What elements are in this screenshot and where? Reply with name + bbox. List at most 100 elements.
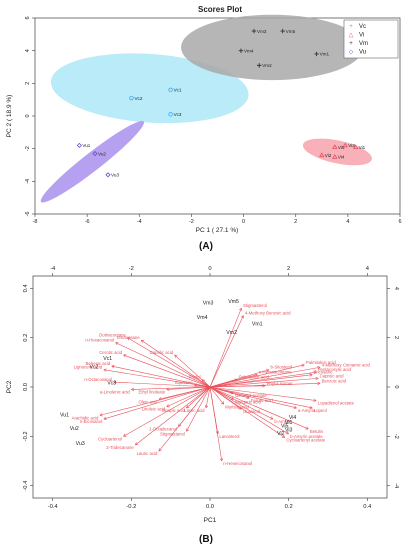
loading-label: 4-Methoxy Benzoic acid [245,310,291,315]
loading-arrow [127,337,211,388]
point-label: Vu2 [98,151,106,156]
loading-label: Cerotic acid [99,350,122,355]
loading-arrowhead [186,405,190,409]
loading-label: Sinapic acid [162,408,186,413]
scores-legend: + Vc △ Vi + Vm ◇ Vu [343,19,399,59]
point-marker [129,95,134,101]
point-label: Vm3 [257,29,267,34]
biplot-top-ticks: -4 -2 0 2 4 [50,266,370,276]
loading-label: Arachidic acid [72,415,99,420]
point-label: Vc2 [134,96,142,101]
point-marker [314,51,319,57]
point-label: Vm4 [244,48,254,53]
legend-symbol: + [349,24,353,30]
loading-label: n-Hexacosanol [85,338,114,343]
loading-arrow [111,365,211,388]
sample-label: Vu3 [76,441,85,447]
loading-arrow [158,386,211,452]
loading-arrowhead [166,404,170,408]
x-tick-label: -8 [33,219,38,225]
loading-arrowhead [313,398,317,402]
loading-label: Dotriacontane [99,333,126,338]
sample-label: Vm1 [252,321,263,327]
scores-x-ticks: -8 -6 -4 -2 0 2 4 6 [33,214,402,225]
loading-arrow [209,386,289,435]
loading-arrowhead [131,387,135,392]
loading-arrow [209,386,274,420]
point-label: Vi5 [338,145,345,150]
loading-arrow [209,366,321,388]
loading-arrow [209,385,266,388]
right-tick-label: 0 [393,385,399,388]
loading-label: Guaiacol [243,409,260,414]
loading-arrowhead [293,405,297,410]
x-tick-label: 0.0 [206,504,214,510]
sample-label: Vi5 [281,424,289,430]
point-marker [280,28,285,34]
loading-arrow [209,386,250,399]
ellipse-vi [302,138,372,166]
loading-arrowhead [103,368,107,372]
point-marker [168,87,173,93]
loading-arrow [103,369,211,388]
loading-arrow [123,354,211,388]
point-marker [332,154,338,159]
loading-label: Caproic acid [320,373,344,378]
scores-plot-title: Scores Plot [198,5,242,14]
loading-label: 1-Octadecanol [149,426,177,431]
loading-arrowhead [220,401,225,405]
loading-arrow [209,386,317,401]
confidence-ellipses [40,14,372,203]
biplot-x-ticks: -0.4 -0.2 0.0 0.2 0.4 [48,498,372,510]
loading-label: Cycloartenyl acetate [286,438,326,443]
loading-arrowhead [201,379,206,383]
loading-arrow [209,386,225,405]
loading-arrowhead [194,383,198,388]
loading-arrowhead [309,373,313,377]
loading-label: Lignoceric acid [74,365,103,370]
point-label: Vm5 [286,29,296,34]
x-tick-label: -4 [137,219,142,225]
sample-label: Vu2 [70,426,79,432]
scores-x-axis-label: PC 1 ( 27.1 %) [196,227,239,234]
x-tick-label: 0.4 [363,504,372,510]
point-marker [257,63,262,68]
loading-label: a-Linolenic acid [100,389,130,394]
y-tick-label: 0.4 [23,284,29,293]
loading-arrow [209,386,223,462]
legend-symbol: ◇ [349,50,354,56]
point-marker [168,112,173,117]
loading-arrow [209,386,285,438]
loading-arrowhead [315,376,319,381]
loading-arrowhead [238,307,243,312]
right-tick-label: 2 [393,336,399,339]
loading-label: Stigmastanol [160,431,185,436]
loading-arrowhead [123,433,127,437]
loading-label: Betulin [310,429,324,434]
biplot-x-axis-label: PC1 [204,517,217,524]
loading-label: Palmitoleic acid [239,375,269,380]
loading-arrowhead [204,405,209,409]
loading-arrowhead [246,395,250,400]
loading-arrowhead [240,315,244,319]
loading-arrowhead [174,354,178,358]
x-tick-label: -0.2 [126,504,136,510]
loading-arrowhead [269,416,274,420]
loading-arrow [131,386,211,390]
point-label: Vu3 [111,173,119,178]
point-marker [319,152,325,158]
scores-y-ticks: -6 -4 -2 0 2 4 6 [25,16,35,216]
x-tick-label: -0.4 [48,504,59,510]
loading-arrowhead [123,354,127,358]
top-tick-label: 4 [366,266,370,272]
loading-arrowhead [113,380,117,384]
x-tick-label: -6 [85,219,90,225]
loading-arrow [209,386,309,430]
loading-arrowhead [281,434,286,438]
sample-label: Vm5 [228,299,239,305]
loading-label: n-Eicosanol [80,419,102,424]
point-marker [76,142,82,148]
loading-label: n-Octacosanol [84,377,112,382]
x-tick-label: 4 [346,219,349,225]
